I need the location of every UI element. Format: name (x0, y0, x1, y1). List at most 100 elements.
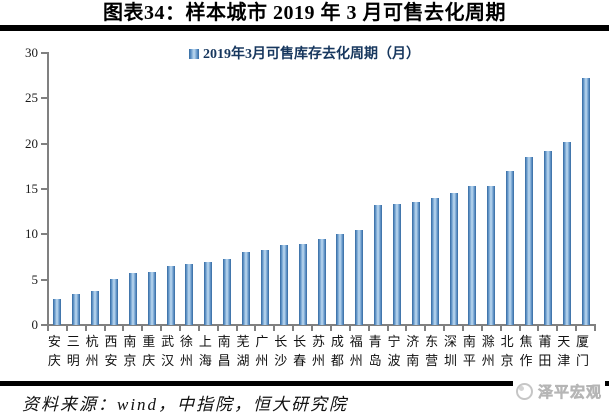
x-axis-tick (367, 326, 370, 331)
chart-title: 图表34：样本城市 2019 年 3 月可售去化周期 (103, 2, 506, 24)
x-axis-line (45, 324, 596, 326)
bar-北京 (506, 170, 515, 325)
x-axis-label-char: 春 (293, 353, 307, 368)
bar-西安 (110, 278, 119, 325)
x-axis-tick (556, 326, 559, 331)
x-axis-label-char: 津 (557, 353, 571, 368)
x-axis-label: 济南 (403, 335, 422, 367)
x-axis-label-char: 京 (500, 353, 514, 368)
bar-青岛 (374, 205, 383, 325)
x-axis-label-char: 济 (406, 334, 420, 349)
bar-成都 (336, 234, 345, 325)
x-axis-label: 青岛 (366, 335, 385, 367)
x-axis-label: 天津 (554, 335, 573, 367)
x-axis-label: 长沙 (271, 335, 290, 367)
x-axis-label: 焦作 (517, 335, 536, 367)
x-axis-label: 重庆 (139, 335, 158, 367)
x-axis-label-char: 州 (349, 353, 363, 368)
y-axis-tick-label: 5 (31, 271, 39, 287)
x-axis-tick (179, 326, 182, 331)
bar-莆田 (543, 150, 552, 325)
x-axis-tick (424, 326, 427, 331)
chart-legend: 2019年3月可售库存去化周期（月） (0, 47, 609, 63)
x-axis-label-char: 福 (349, 334, 363, 349)
bar-三明 (72, 294, 81, 325)
x-axis-label-char: 宁 (387, 334, 401, 349)
x-axis-label-char: 营 (425, 353, 439, 368)
x-axis-label-char: 广 (255, 334, 269, 349)
x-axis-label: 深圳 (441, 335, 460, 367)
x-axis-label-char: 滁 (481, 334, 495, 349)
bar-杭州 (91, 290, 100, 325)
bar-安庆 (53, 298, 62, 325)
bar-广州 (260, 249, 269, 325)
x-axis-label: 上海 (196, 335, 215, 367)
x-axis-label: 福州 (347, 335, 366, 367)
x-axis-label: 北京 (498, 335, 517, 367)
x-axis-label-char: 杭 (85, 334, 99, 349)
x-axis-tick (575, 326, 578, 331)
bar-长沙 (279, 245, 288, 325)
x-axis-label-char: 田 (538, 353, 552, 368)
bar-苏州 (317, 238, 326, 325)
x-axis-label: 芜湖 (234, 335, 253, 367)
x-axis-label-char: 州 (179, 353, 193, 368)
bar-济南 (411, 201, 420, 325)
bar-芜湖 (242, 252, 251, 325)
x-axis-label-char: 庆 (47, 353, 61, 368)
brand-watermark: 泽平宏观 (512, 379, 605, 404)
legend-label: 2019年3月可售库存去化周期（月） (203, 47, 420, 62)
x-axis-label: 西安 (102, 335, 121, 367)
x-axis-label-char: 州 (481, 353, 495, 368)
x-axis-label-char: 厦 (576, 334, 590, 349)
title-divider-line (0, 25, 609, 31)
source-note: 资料来源：wind，中指院，恒大研究院 (22, 395, 349, 414)
x-axis-label: 厦门 (573, 335, 592, 367)
x-axis-tick (311, 326, 314, 331)
y-axis-tick-label: 20 (25, 135, 38, 151)
bar-厦门 (581, 78, 590, 325)
x-axis-tick (348, 326, 351, 331)
footer-divider-line (0, 381, 609, 386)
x-axis-tick (537, 326, 540, 331)
x-axis-tick (386, 326, 389, 331)
x-axis-label-char: 莆 (538, 334, 552, 349)
x-axis-label-char: 作 (519, 353, 533, 368)
x-axis-tick (461, 326, 464, 331)
x-axis-label-char: 东 (425, 334, 439, 349)
x-axis-label-char: 圳 (444, 353, 458, 368)
x-axis-label-char: 重 (142, 334, 156, 349)
x-axis-label: 成都 (328, 335, 347, 367)
x-axis-label: 苏州 (309, 335, 328, 367)
x-axis-label: 杭州 (83, 335, 102, 367)
bar-深圳 (449, 192, 458, 325)
x-axis-label: 莆田 (535, 335, 554, 367)
bar-南京 (128, 273, 137, 325)
bar-焦作 (524, 157, 533, 325)
x-axis-label-char: 武 (161, 334, 175, 349)
x-axis-tick (254, 326, 257, 331)
bar-上海 (204, 261, 213, 325)
x-axis-label: 广州 (252, 335, 271, 367)
bar-徐州 (185, 264, 194, 325)
x-axis-label-char: 上 (198, 334, 212, 349)
y-axis-line (47, 52, 49, 326)
x-axis-tick (273, 326, 276, 331)
x-axis-label-char: 天 (557, 334, 571, 349)
bar-天津 (562, 141, 571, 325)
x-axis-label-char: 南 (462, 334, 476, 349)
bar-重庆 (147, 272, 156, 325)
x-axis-label-char: 沙 (274, 353, 288, 368)
x-axis-label-char: 昌 (217, 353, 231, 368)
bar-宁波 (392, 204, 401, 325)
legend-swatch-icon (189, 49, 199, 59)
x-axis-tick (160, 326, 163, 331)
x-axis-label-char: 苏 (311, 334, 325, 349)
x-axis-label: 滁州 (479, 335, 498, 367)
x-axis-label-char: 海 (198, 353, 212, 368)
y-axis-tick (41, 97, 47, 100)
x-axis-label: 南昌 (215, 335, 234, 367)
x-axis-label-char: 芜 (236, 334, 250, 349)
x-axis-label-char: 湖 (236, 353, 250, 368)
